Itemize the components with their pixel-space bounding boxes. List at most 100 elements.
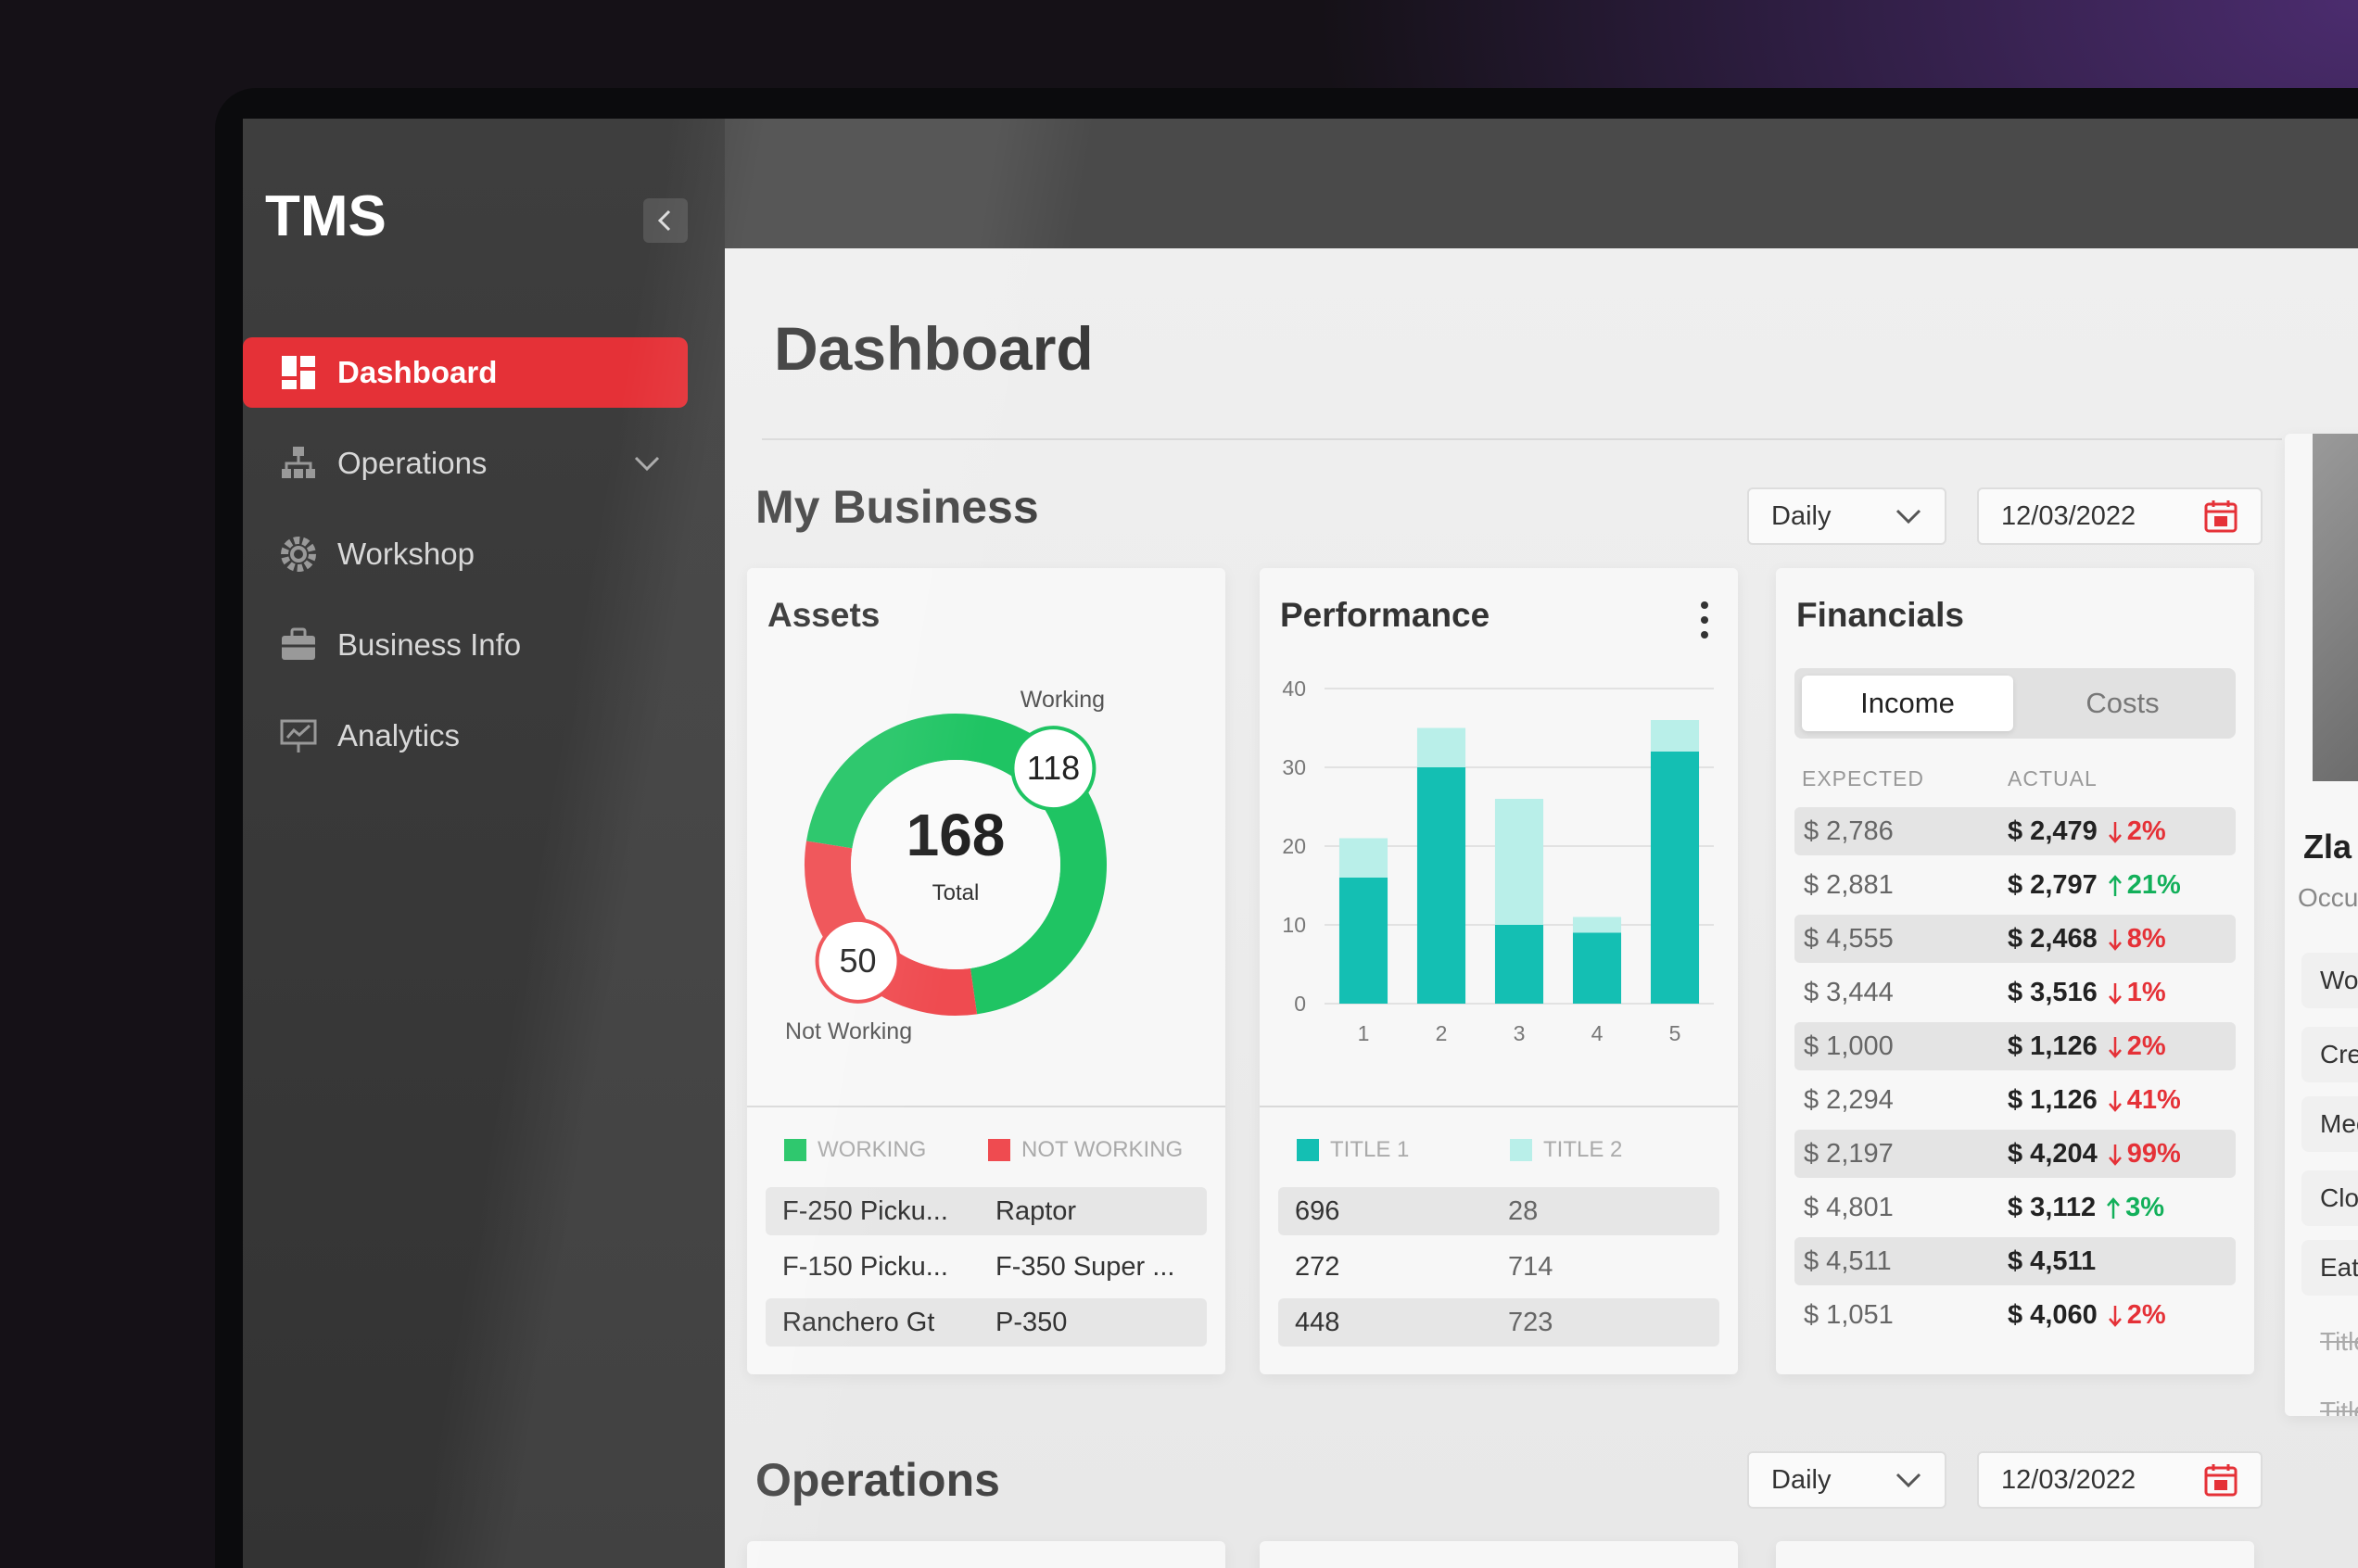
bar-segment bbox=[1572, 917, 1622, 933]
page-title: Dashboard bbox=[774, 314, 1094, 383]
calendar-icon bbox=[2204, 1464, 2238, 1497]
y-tick-label: 40 bbox=[1282, 677, 1306, 701]
table-row: $ 2,786 $ 2,479 2% bbox=[1794, 807, 2236, 855]
bar-segment bbox=[1338, 838, 1388, 878]
actual-value: $ 4,060 2% bbox=[2008, 1300, 2166, 1331]
table-row: $ 3,444 $ 3,516 1% bbox=[1794, 968, 2236, 1017]
calendar-icon bbox=[2204, 500, 2238, 533]
task-item[interactable]: Creat bbox=[2301, 1027, 2358, 1082]
card-title: Assets bbox=[767, 596, 881, 634]
column-header: EXPECTED bbox=[1802, 766, 1924, 790]
legend-swatch bbox=[784, 1139, 806, 1161]
divider bbox=[1260, 1106, 1738, 1107]
task-item[interactable]: Title nar bbox=[2320, 1327, 2358, 1356]
workshop-icon bbox=[281, 537, 316, 572]
kebab-menu[interactable] bbox=[1695, 600, 1714, 640]
operations-icon bbox=[282, 447, 315, 478]
main-content: Dashboard My Business Daily 12/03/2022 A… bbox=[725, 248, 2358, 1568]
table-cell: Raptor bbox=[995, 1196, 1077, 1226]
divider bbox=[747, 1106, 1225, 1107]
profile-card: Zla Occu Worl Creat Meet Close Eat a c Title … bbox=[2285, 434, 2358, 1416]
date-picker[interactable]: 12/03/2022 bbox=[1977, 1451, 2263, 1509]
period-select[interactable]: Daily bbox=[1747, 1451, 1946, 1509]
expected-value: $ 1,051 bbox=[1804, 1300, 1894, 1330]
arrow-shape bbox=[2108, 1144, 2122, 1166]
table-cell: F-250 Picku... bbox=[782, 1196, 948, 1226]
table-row: $ 2,197 $ 4,204 99% bbox=[1794, 1130, 2236, 1178]
nav-item[interactable]: Operations bbox=[243, 428, 688, 499]
expected-value: $ 2,786 bbox=[1804, 816, 1894, 846]
actual-value: $ 2,797 21% bbox=[2008, 870, 2181, 901]
collapse-button[interactable] bbox=[643, 198, 688, 243]
nav-item[interactable]: Dashboard bbox=[243, 337, 688, 408]
bar-segment bbox=[1650, 720, 1700, 752]
financials-card: Financials Income Costs EXPECTED ACTUAL $ 2,… bbox=[1776, 568, 2254, 1374]
bar-segment bbox=[1494, 799, 1544, 925]
task-item[interactable]: Close bbox=[2301, 1170, 2358, 1226]
value-label: 50 bbox=[840, 942, 877, 980]
actual-value: $ 4,511 bbox=[2008, 1246, 2096, 1277]
x-tick-label: 3 bbox=[1514, 1021, 1526, 1045]
legend-item: WORKING bbox=[784, 1137, 926, 1163]
legend-label: NOT WORKING bbox=[1021, 1137, 1184, 1162]
y-tick-label: 20 bbox=[1282, 834, 1306, 858]
change-value: 2% bbox=[2126, 1300, 2166, 1330]
trend-arrow bbox=[2108, 929, 2122, 951]
change-value: 3% bbox=[2125, 1193, 2165, 1222]
legend-item: NOT WORKING bbox=[988, 1137, 1183, 1163]
table-row: $ 1,000 $ 1,126 2% bbox=[1794, 1022, 2236, 1070]
table-row: 696 28 bbox=[1278, 1187, 1719, 1235]
arrow-shape bbox=[2108, 1036, 2122, 1058]
table-cell: 28 bbox=[1508, 1196, 1539, 1226]
legend-item: TITLE 1 bbox=[1297, 1137, 1409, 1163]
task-item[interactable]: Title nar bbox=[2320, 1397, 2358, 1416]
table-cell: 272 bbox=[1295, 1252, 1340, 1282]
task-item[interactable]: Worl bbox=[2301, 953, 2358, 1008]
actual-amount: $ 4,204 bbox=[2008, 1139, 2098, 1169]
donut-chart: 168 Total 118 Working 50 Not Working bbox=[785, 687, 1107, 1044]
section-title: Operations bbox=[755, 1454, 1000, 1506]
actual-value: $ 2,468 8% bbox=[2008, 924, 2166, 955]
sidebar: TMS Dashboard Operations Workshop Busine… bbox=[243, 119, 725, 1568]
change-value: 99% bbox=[2126, 1139, 2181, 1169]
table-row: $ 4,555 $ 2,468 8% bbox=[1794, 915, 2236, 963]
change-value: 8% bbox=[2126, 924, 2166, 954]
legend-swatch bbox=[1297, 1139, 1319, 1161]
expected-value: $ 4,511 bbox=[1804, 1246, 1892, 1276]
donut-total-label: Total bbox=[932, 880, 980, 905]
chevron-left-icon bbox=[657, 209, 671, 232]
date-picker[interactable]: 12/03/2022 bbox=[1977, 487, 2263, 545]
divider bbox=[762, 438, 2282, 440]
actual-amount: $ 4,060 bbox=[2008, 1300, 2098, 1330]
actual-value: $ 3,516 1% bbox=[2008, 978, 2166, 1008]
operations-card bbox=[747, 1541, 1225, 1568]
value-badge bbox=[815, 917, 901, 1004]
actual-amount: $ 2,479 bbox=[2008, 816, 2098, 846]
tab[interactable]: Costs bbox=[2085, 687, 2160, 719]
table-cell: 448 bbox=[1295, 1308, 1340, 1337]
y-tick-label: 30 bbox=[1282, 755, 1306, 779]
task-item[interactable]: Eat a c bbox=[2301, 1240, 2358, 1296]
operations-card bbox=[1260, 1541, 1738, 1568]
legend-label: WORKING bbox=[818, 1137, 927, 1162]
period-select[interactable]: Daily bbox=[1747, 487, 1946, 545]
date-value: 12/03/2022 bbox=[2001, 1464, 2136, 1495]
chevron-down-icon bbox=[1895, 1473, 1921, 1488]
nav-item[interactable]: Analytics bbox=[243, 701, 688, 771]
task-item[interactable]: Meet bbox=[2301, 1096, 2358, 1152]
nav-item[interactable]: Business Info bbox=[243, 610, 688, 680]
profile-photo bbox=[2313, 434, 2358, 781]
x-tick-label: 2 bbox=[1436, 1021, 1448, 1045]
arrow-shape bbox=[2108, 982, 2122, 1005]
select-value: Daily bbox=[1771, 500, 1832, 531]
chevron-down-icon bbox=[634, 456, 660, 472]
arrow-shape bbox=[2108, 1305, 2122, 1327]
legend-swatch bbox=[988, 1139, 1010, 1161]
change-value: 41% bbox=[2126, 1085, 2181, 1115]
legend-swatch bbox=[1510, 1139, 1532, 1161]
tab[interactable]: Income bbox=[1802, 676, 2013, 731]
table-row: $ 4,511 $ 4,511 bbox=[1794, 1237, 2236, 1285]
arrow-shape bbox=[2107, 1196, 2121, 1219]
nav-item[interactable]: Workshop bbox=[243, 519, 688, 589]
performance-card: Performance 0 10 20 30 40 1 2 3 4 5 TITLE 1 TITLE … bbox=[1260, 568, 1738, 1374]
